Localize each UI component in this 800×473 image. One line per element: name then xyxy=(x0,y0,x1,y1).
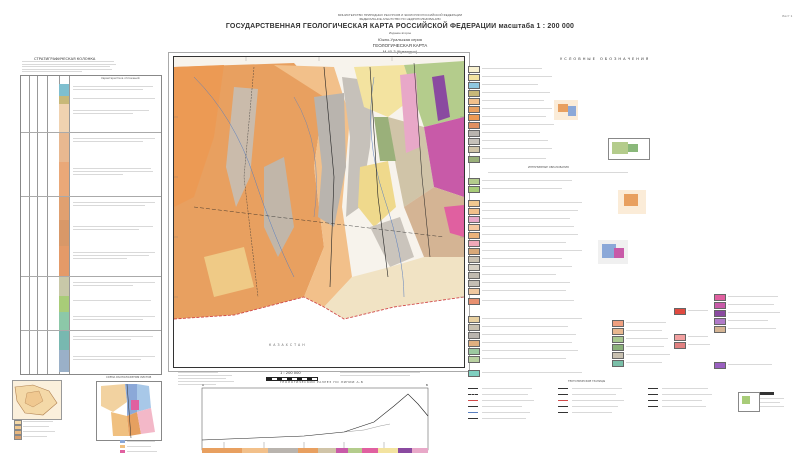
legend-subtitle-intrusive: ИНТРУЗИВНЫЕ ОБРАЗОВАНИЯ xyxy=(528,166,569,169)
map-main-title: ГОСУДАРСТВЕННАЯ ГЕОЛОГИЧЕСКАЯ КАРТА РОСС… xyxy=(225,23,575,30)
section-label-b: Б xyxy=(426,383,429,387)
country-label: КАЗАХСТАН xyxy=(269,343,307,347)
legend-subtitle-tectonic: ТЕКТОНИЧЕСКИЕ ГРАНИЦЫ xyxy=(568,380,606,383)
agency-line: ФЕДЕРАЛЬНОЕ АГЕНТСТВО ПО НЕДРОПОЛЬЗОВАНИ… xyxy=(359,17,441,21)
strat-column-table: Характеристика отложений xyxy=(20,75,162,375)
geological-map[interactable]: КАЗАХСТАН xyxy=(173,56,465,368)
index-scheme-title: СХЕМА РАСПОЛОЖЕНИЯ ЛИСТОВ xyxy=(106,376,152,379)
sheet-line: М-40-3 (Кувандык) xyxy=(382,49,418,54)
strat-column-header: Характеристика отложений xyxy=(101,77,140,80)
edition-line: Издание второе xyxy=(388,31,412,35)
series-line: Южно-Уральская серия xyxy=(378,37,422,42)
strat-column-title: СТРАТИГРАФИЧЕСКАЯ КОЛОНКА xyxy=(34,57,96,61)
scale-text: 1 : 200 000 xyxy=(280,371,301,375)
legend-panel: ИНТРУЗИВНЫЕ ОБРАЗОВАНИЯ ТЕКТОНИЧЕСКИЕ ГР xyxy=(468,62,788,468)
tectonic-scheme-map xyxy=(96,381,162,441)
section-label-a: А xyxy=(202,383,205,387)
ministry-line: МИНИСТЕРСТВО ПРИРОДНЫХ РЕСУРСОВ И ЭКОЛОГ… xyxy=(337,13,463,17)
scale-bar xyxy=(266,377,318,381)
section-title: ГЕОЛОГИЧЕСКИЙ РАЗРЕЗ ПО ЛИНИИ А-Б xyxy=(280,380,364,384)
index-map-1 xyxy=(12,380,62,420)
map-outer-frame xyxy=(168,52,470,372)
sheet-number: Лист 1 xyxy=(782,14,793,18)
legend-title: УСЛОВНЫЕ ОБОЗНАЧЕНИЯ xyxy=(560,57,651,61)
map-type-line: ГЕОЛОГИЧЕСКАЯ КАРТА xyxy=(372,43,428,48)
cross-section[interactable]: А Б xyxy=(194,383,440,464)
